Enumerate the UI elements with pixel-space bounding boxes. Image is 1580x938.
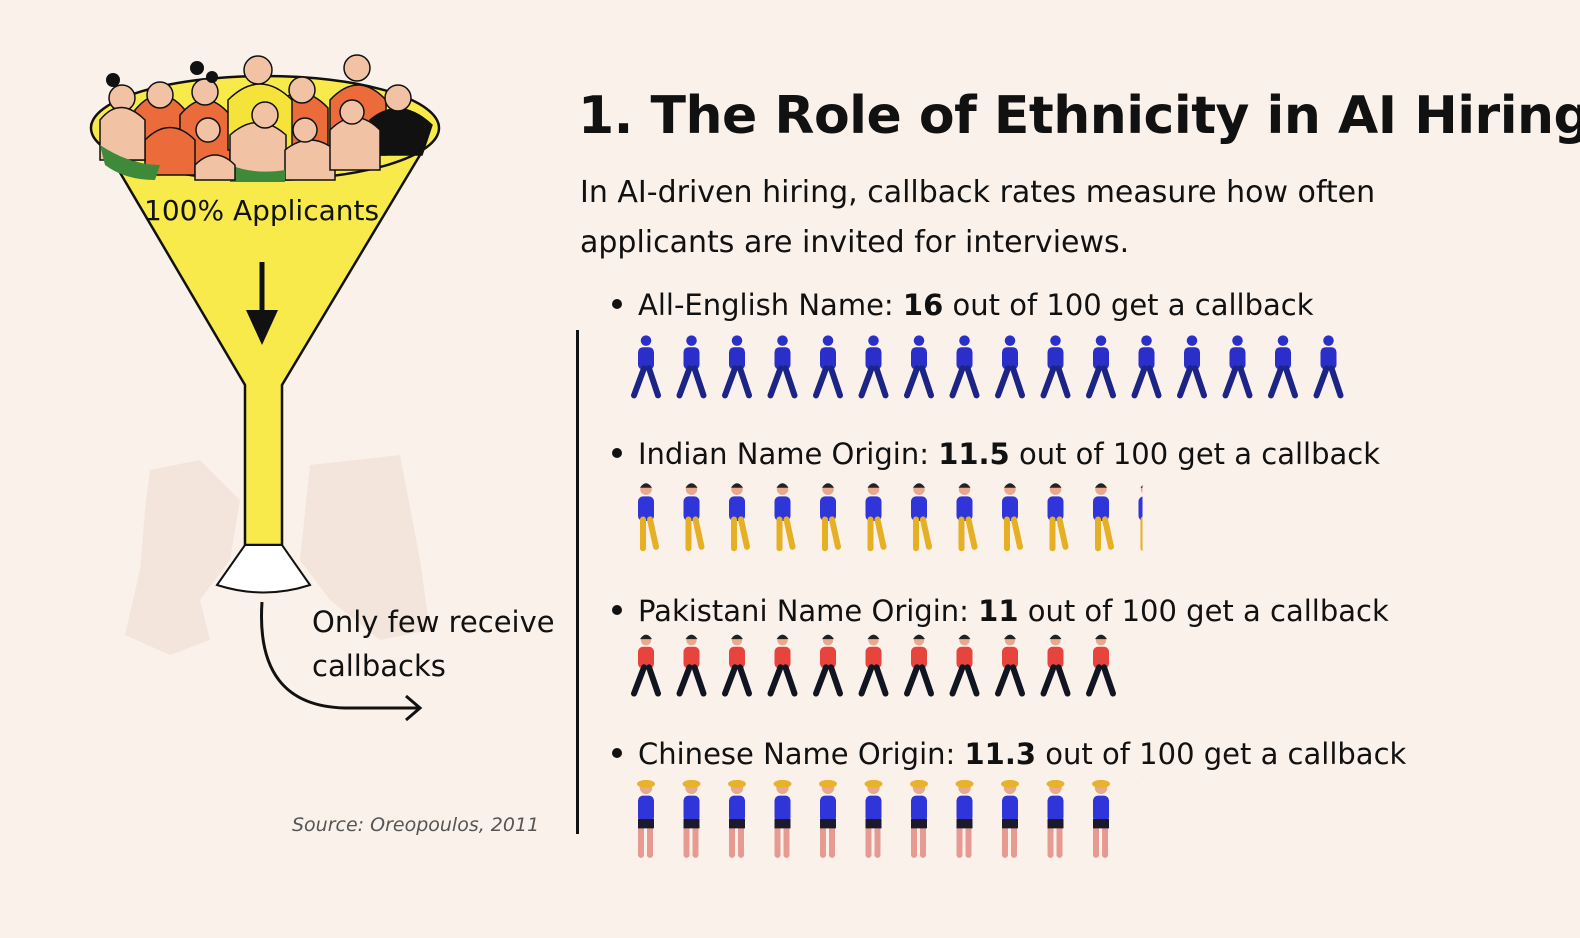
person-walking-blue-yellow-icon	[956, 483, 978, 552]
person-walking-blue-icon	[813, 335, 843, 399]
person-standing-hat-icon	[1092, 780, 1110, 858]
person-walking-blue-yellow-icon	[1047, 483, 1069, 552]
person-standing-hat-icon	[1137, 783, 1138, 785]
person-walking-red-icon	[1040, 634, 1071, 697]
icon-row-chinese	[626, 780, 1172, 858]
person-walking-red-icon	[767, 634, 798, 697]
person-walking-red-icon	[676, 634, 707, 697]
person-walking-blue-icon	[1040, 335, 1071, 399]
source-citation: Source: Oreopoulos, 2011	[292, 814, 540, 836]
person-standing-hat-icon	[773, 780, 792, 858]
person-walking-blue-yellow-icon	[911, 483, 932, 552]
person-standing-hat-icon	[682, 780, 701, 858]
person-walking-blue-icon	[1268, 335, 1298, 399]
person-walking-red-icon	[813, 634, 843, 697]
person-walking-blue-icon	[1177, 335, 1207, 399]
person-walking-blue-yellow-icon	[638, 483, 659, 552]
group-line-indian: Indian Name Origin: 11.5 out of 100 get …	[612, 437, 1380, 471]
group-value: 16	[902, 288, 944, 322]
person-walking-blue-icon	[722, 335, 752, 399]
group-label: All-English Name:	[638, 288, 894, 322]
group-suffix: out of 100 get a callback	[1045, 737, 1407, 771]
icon-row-indian	[626, 482, 1172, 554]
person-walking-red-icon	[995, 634, 1025, 697]
person-walking-blue-icon	[676, 335, 707, 399]
person-standing-hat-icon	[910, 780, 928, 858]
person-walking-red-icon	[949, 634, 980, 697]
person-walking-red-icon	[1086, 634, 1116, 697]
person-walking-blue-yellow-icon	[774, 483, 796, 552]
background-map-shape	[125, 460, 240, 655]
group-line-pakistani: Pakistani Name Origin: 11 out of 100 get…	[612, 594, 1389, 628]
group-value: 11.3	[964, 737, 1037, 771]
person-standing-hat-icon	[637, 780, 655, 858]
person-standing-hat-icon	[728, 780, 746, 858]
down-arrow-icon	[246, 262, 278, 345]
group-suffix: out of 100 get a callback	[1027, 594, 1389, 628]
person-walking-red-icon	[904, 634, 934, 697]
group-value: 11	[978, 594, 1019, 628]
group-value: 11.5	[938, 437, 1010, 471]
person-walking-blue-yellow-icon	[865, 483, 887, 552]
person-walking-blue-icon	[631, 335, 661, 399]
person-standing-hat-icon	[864, 780, 883, 858]
page-subtitle: In AI-driven hiring, callback rates meas…	[580, 175, 1376, 260]
person-walking-blue-icon	[1313, 335, 1344, 399]
person-walking-red-icon	[722, 634, 752, 697]
person-standing-hat-icon	[819, 780, 837, 858]
group-label: Chinese Name Origin:	[638, 737, 956, 771]
funnel-illustration	[89, 54, 441, 722]
person-walking-blue-icon	[1131, 335, 1162, 399]
curved-arrow-icon	[259, 601, 423, 722]
person-walking-blue-icon	[949, 335, 980, 399]
bullet-dot	[612, 448, 622, 458]
bullet-dot	[612, 748, 622, 758]
person-standing-hat-icon	[1046, 780, 1065, 858]
person-walking-blue-icon	[767, 335, 798, 399]
person-walking-blue-icon	[995, 335, 1025, 399]
bullet-dot	[612, 299, 622, 309]
divider-line	[576, 330, 579, 834]
person-walking-red-icon	[631, 634, 661, 697]
person-walking-blue-icon	[1222, 335, 1253, 399]
group-suffix: out of 100 get a callback	[952, 288, 1314, 322]
applicants-crowd-icon	[99, 54, 433, 182]
person-walking-blue-yellow-icon	[1002, 483, 1023, 552]
group-suffix: out of 100 get a callback	[1018, 437, 1380, 471]
person-walking-blue-yellow-icon	[729, 483, 750, 552]
person-standing-hat-icon	[955, 780, 974, 858]
person-walking-blue-yellow-icon	[683, 483, 705, 552]
group-label: Indian Name Origin:	[638, 437, 929, 471]
person-walking-red-icon	[858, 634, 889, 697]
page-title: 1. The Role of Ethnicity in AI Hiring	[578, 86, 1580, 146]
funnel-top-label: 100% Applicants	[144, 194, 380, 227]
bullet-dot	[612, 605, 622, 615]
person-walking-blue-yellow-icon	[1138, 485, 1143, 552]
group-line-english: All-English Name: 16 out of 100 get a ca…	[612, 288, 1314, 322]
person-walking-blue-icon	[858, 335, 889, 399]
person-walking-blue-yellow-icon	[820, 483, 841, 552]
group-label: Pakistani Name Origin:	[638, 594, 969, 628]
person-standing-hat-icon	[1001, 780, 1019, 858]
person-walking-blue-icon	[904, 335, 934, 399]
person-walking-blue-icon	[1086, 335, 1116, 399]
callback-note: Only few receive callbacks	[312, 605, 555, 683]
person-walking-blue-yellow-icon	[1093, 483, 1114, 552]
icon-row-pakistani	[626, 634, 1127, 698]
icon-row-english	[626, 334, 1354, 400]
group-line-chinese: Chinese Name Origin: 11.3 out of 100 get…	[612, 737, 1406, 771]
